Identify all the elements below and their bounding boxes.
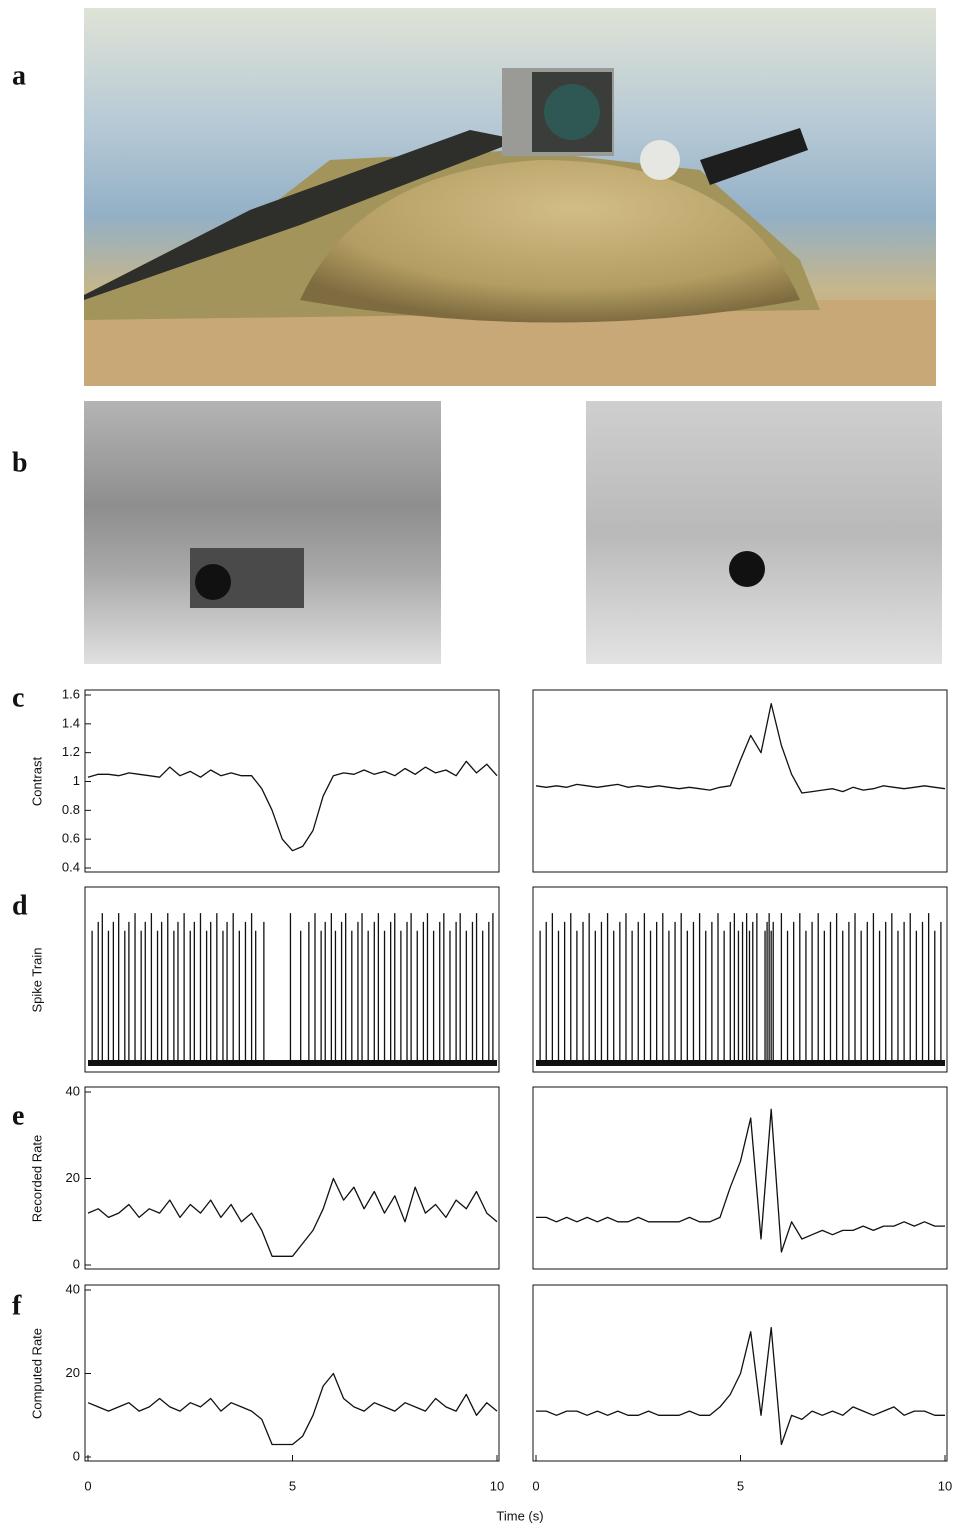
trace xyxy=(87,1372,498,1446)
trace xyxy=(87,760,498,852)
noise-band xyxy=(536,1060,945,1066)
y-tick-label: 40 xyxy=(66,1083,80,1098)
x-tick-label: 0 xyxy=(84,1478,91,1493)
y-tick-label: 0.4 xyxy=(62,859,80,874)
x-tick-label: 10 xyxy=(490,1478,504,1493)
plot-frame xyxy=(532,886,948,1073)
plot-frame xyxy=(532,1086,948,1270)
y-tick-label: 40 xyxy=(66,1281,80,1296)
panel-label: f xyxy=(12,1290,22,1321)
photo-a xyxy=(84,8,936,386)
noise-band xyxy=(88,1060,497,1066)
y-axis-title: Computed Rate xyxy=(29,1328,44,1419)
y-tick-label: 20 xyxy=(66,1170,80,1185)
y-tick-label: 1.2 xyxy=(62,744,80,759)
y-tick-label: 0.6 xyxy=(62,831,80,846)
plot-frame xyxy=(84,1284,500,1462)
y-tick-label: 1.6 xyxy=(62,686,80,701)
plot-frame xyxy=(84,1086,500,1270)
y-tick-label: 0.8 xyxy=(62,802,80,817)
trace xyxy=(87,1177,498,1257)
y-tick-label: 0 xyxy=(73,1448,80,1463)
x-tick-label: 0 xyxy=(532,1478,539,1493)
panel-label: a xyxy=(12,60,26,91)
y-axis-title: Spike Train xyxy=(29,947,44,1012)
y-axis-title: Recorded Rate xyxy=(29,1135,44,1222)
y-tick-label: 20 xyxy=(66,1365,80,1380)
panel-label: d xyxy=(12,890,28,921)
photo-b-right xyxy=(586,401,942,664)
trace xyxy=(536,1326,945,1446)
x-tick-label: 10 xyxy=(938,1478,952,1493)
trace xyxy=(535,702,946,794)
panel-label: c xyxy=(12,682,24,713)
photo-b-left xyxy=(84,401,441,664)
x-tick-label: 5 xyxy=(289,1478,296,1493)
x-tick-label: 5 xyxy=(737,1478,744,1493)
y-tick-label: 0 xyxy=(73,1256,80,1271)
y-tick-label: 1.4 xyxy=(62,715,80,730)
trace xyxy=(536,1108,945,1253)
panel-label: b xyxy=(12,447,28,478)
x-axis-title: Time (s) xyxy=(496,1508,543,1523)
y-tick-label: 1 xyxy=(73,773,80,788)
plot-frame xyxy=(84,689,500,873)
plot-frame xyxy=(84,886,500,1073)
panel-label: e xyxy=(12,1100,24,1131)
y-axis-title: Contrast xyxy=(29,757,44,807)
plot-frame xyxy=(532,689,948,873)
